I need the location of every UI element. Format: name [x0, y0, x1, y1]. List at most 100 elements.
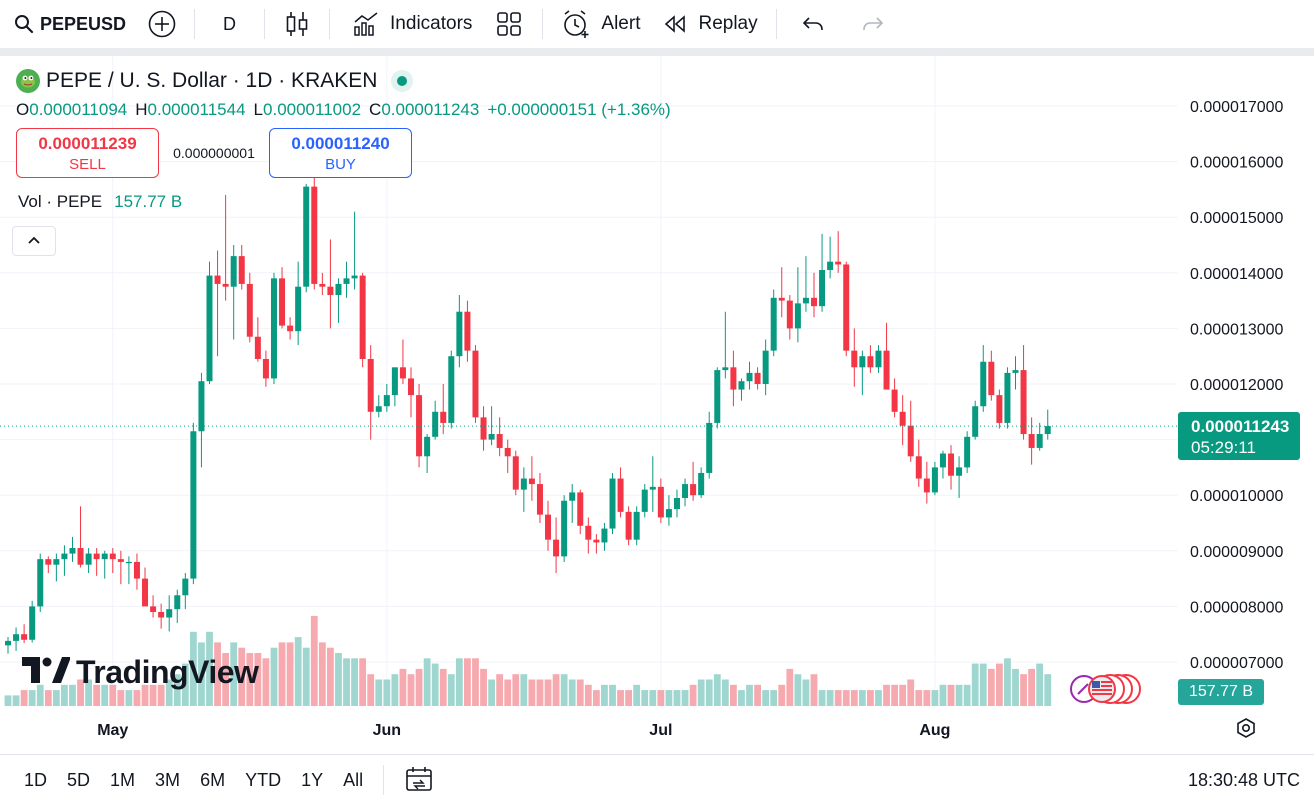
date-range-calendar-icon[interactable]: [404, 765, 434, 795]
candle-body: [1044, 426, 1051, 435]
indicators-label: Indicators: [390, 13, 473, 34]
candle-body: [424, 436, 431, 457]
candle-body: [109, 553, 116, 560]
candle-body: [13, 634, 20, 641]
candle-body: [174, 595, 181, 610]
alert-button[interactable]: Alert: [549, 0, 650, 48]
replay-button[interactable]: Replay: [650, 0, 769, 48]
candles-icon: [285, 10, 309, 38]
toolbar-divider: [775, 9, 777, 39]
undo-button[interactable]: [783, 0, 843, 48]
candle-body: [706, 422, 713, 473]
candle-body: [359, 275, 366, 359]
candle-body: [319, 283, 326, 287]
symbol-title[interactable]: PEPE / U. S. Dollar · 1D · KRAKEN: [46, 69, 378, 92]
layouts-button[interactable]: [482, 0, 536, 48]
candle-body: [133, 561, 140, 579]
candle-body: [762, 350, 769, 384]
utc-clock[interactable]: 18:30:48 UTC: [1187, 770, 1300, 790]
range-button-3m[interactable]: 3M: [155, 769, 181, 790]
volume-bar: [254, 653, 262, 706]
volume-bar: [85, 679, 92, 706]
candle-body: [819, 270, 826, 307]
volume-bar: [198, 642, 205, 706]
rewind-icon: [662, 14, 688, 34]
volume-bar: [4, 695, 12, 706]
candle-body: [738, 381, 745, 390]
candle-body: [625, 511, 632, 540]
volume-bar: [302, 647, 310, 706]
candle-body: [270, 278, 277, 379]
price-axis-label: 0.000014000: [1190, 266, 1284, 283]
candle-body: [673, 497, 680, 510]
buy-button[interactable]: 0.000011240 BUY: [269, 128, 412, 178]
chart-settings-icon[interactable]: [1235, 717, 1257, 744]
volume-bar: [705, 679, 713, 706]
volume-bar: [955, 684, 963, 706]
candle-body: [875, 350, 882, 368]
range-button-ytd[interactable]: YTD: [245, 769, 282, 790]
volume-bar: [617, 690, 624, 706]
candle-body: [222, 283, 229, 287]
volume-bar: [995, 663, 1003, 706]
economic-events[interactable]: [1068, 672, 1148, 706]
candle-body: [448, 356, 455, 423]
search-icon: [14, 14, 34, 34]
layout-grid-icon: [496, 11, 522, 37]
volume-bar: [971, 663, 979, 706]
volume-bar: [520, 674, 528, 706]
candle-body: [61, 553, 68, 560]
volume-bar: [730, 684, 737, 706]
range-button-all[interactable]: All: [343, 769, 364, 790]
volume-bar: [488, 679, 495, 706]
volume-bar: [318, 642, 326, 706]
range-button-5d[interactable]: 5D: [67, 769, 91, 790]
range-button-6m[interactable]: 6M: [200, 769, 226, 790]
us-flag-icon[interactable]: [1088, 674, 1141, 704]
close-key: C: [369, 100, 382, 119]
chart-pane[interactable]: 0.000017000 0.000016000 0.000015000 0.00001…: [0, 56, 1314, 762]
candle-body: [585, 525, 592, 540]
candle-body: [545, 514, 552, 540]
volume-bar: [206, 631, 213, 706]
collapse-legend-button[interactable]: [12, 226, 56, 256]
candle-body: [802, 297, 809, 304]
time-axis-label: May: [97, 722, 128, 739]
volume-bar: [36, 684, 44, 706]
volume-legend[interactable]: Vol · PEPE 157.77 B: [18, 192, 182, 212]
candle-body: [512, 456, 519, 490]
candle-body: [980, 361, 987, 407]
symbol-search[interactable]: PEPEUSD: [0, 0, 136, 48]
range-button-1m[interactable]: 1M: [110, 769, 136, 790]
candle-body: [811, 297, 817, 307]
candle-body: [206, 275, 213, 382]
volume-bar: [842, 690, 850, 706]
volume-bar: [697, 679, 705, 706]
candle-body: [907, 425, 914, 457]
compare-symbol-button[interactable]: [136, 0, 188, 48]
chart-legend: PEPE / U. S. Dollar · 1D · KRAKEN O 0.00…: [16, 66, 671, 122]
toolbar-divider: [542, 9, 544, 39]
price-axis-label: 0.000012000: [1190, 377, 1284, 394]
range-button-1d[interactable]: 1D: [24, 769, 48, 790]
tradingview-logo[interactable]: TradingView: [22, 654, 259, 691]
market-status-icon[interactable]: [391, 70, 414, 92]
candle-body: [375, 406, 382, 412]
indicators-button[interactable]: Indicators: [336, 0, 482, 48]
trade-buttons: 0.000011239 SELL 0.000000001 0.000011240…: [16, 128, 412, 178]
candle-body: [988, 361, 995, 396]
range-button-1y[interactable]: 1Y: [301, 769, 324, 790]
candle-body: [287, 325, 294, 332]
tradingview-logo-icon: [22, 657, 71, 688]
change-value: +0.000000151 (+1.36%): [487, 100, 671, 119]
redo-button[interactable]: [843, 0, 903, 48]
chart-type-button[interactable]: [271, 0, 323, 48]
low-value: 0.000011002: [263, 100, 362, 119]
candle-body: [279, 278, 286, 326]
volume-bar: [77, 679, 84, 706]
sell-button[interactable]: 0.000011239 SELL: [16, 128, 159, 178]
interval-button[interactable]: D: [201, 0, 258, 48]
price-chart[interactable]: 0.000017000 0.000016000 0.000015000 0.00001…: [0, 56, 1314, 762]
candle-body: [190, 431, 197, 579]
volume-bar: [294, 637, 302, 706]
